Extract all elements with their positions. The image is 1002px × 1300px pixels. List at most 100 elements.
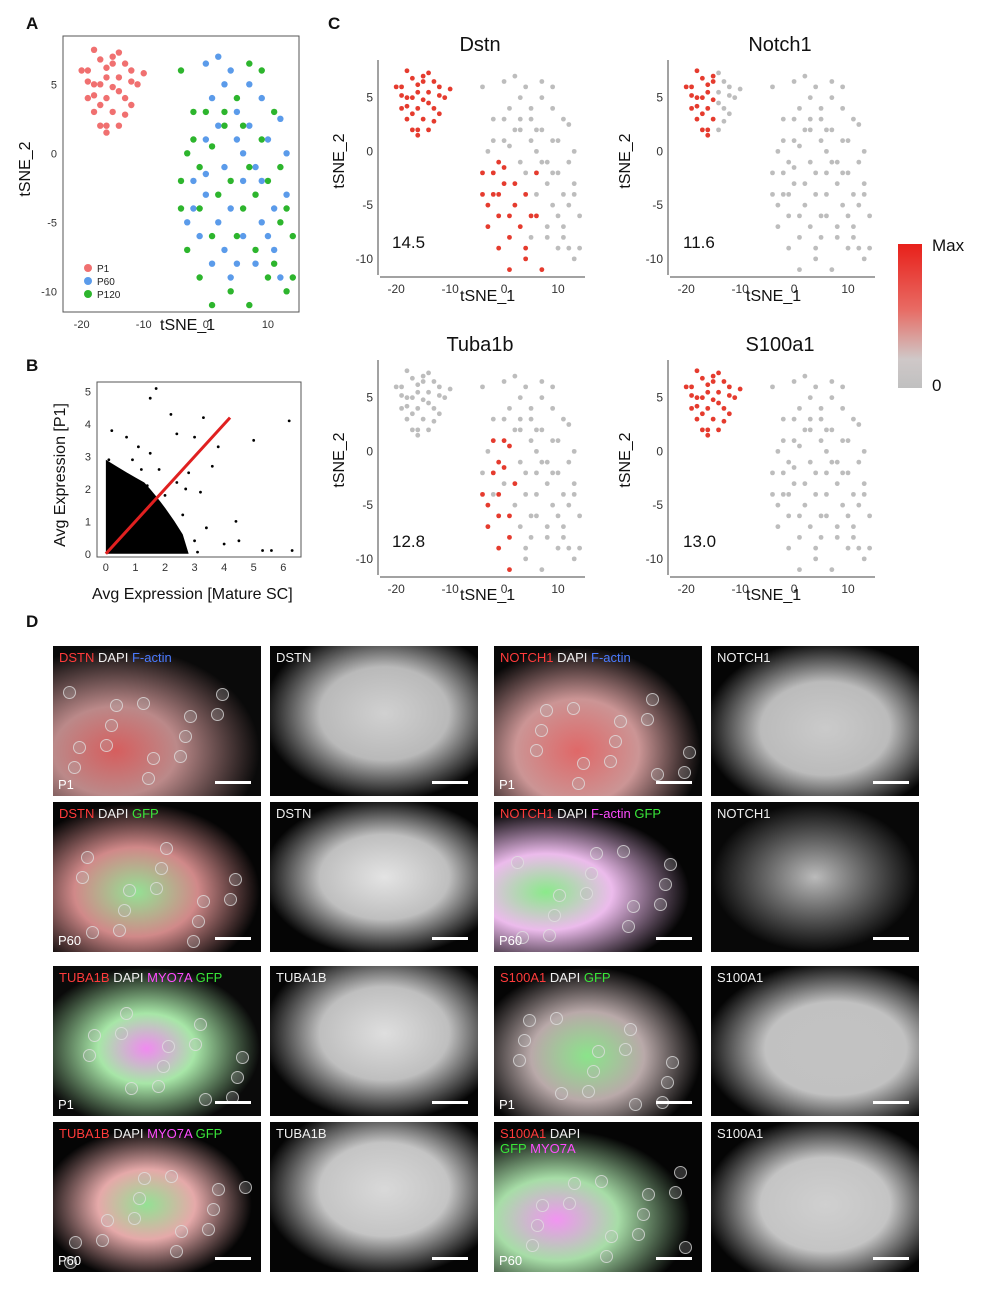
data-point <box>193 435 196 439</box>
expression-point <box>496 459 502 465</box>
data-point-p60 <box>233 108 241 116</box>
nucleus <box>535 724 548 737</box>
data-point-p120 <box>283 288 290 295</box>
expression-point <box>813 470 819 476</box>
data-point-p60 <box>202 60 210 67</box>
channel-label-part: GFP <box>500 1141 531 1156</box>
channel-label-part: DAPI <box>553 650 592 665</box>
nucleus <box>197 895 210 908</box>
nucleus <box>211 708 224 721</box>
expression-point <box>824 148 829 154</box>
nucleus <box>526 1239 539 1252</box>
channel-label: DSTN <box>276 806 312 821</box>
nucleus <box>590 847 603 860</box>
data-point <box>234 519 238 523</box>
expression-point <box>813 556 819 562</box>
expression-point <box>710 97 716 103</box>
expression-point <box>528 116 534 122</box>
expression-point <box>851 116 856 122</box>
channel-label: S100A1 <box>717 970 764 985</box>
data-point-p120 <box>233 232 241 240</box>
nucleus <box>567 702 580 715</box>
expression-point <box>550 384 556 390</box>
expression-point <box>834 159 840 165</box>
expression-point <box>544 459 550 465</box>
expression-point <box>705 432 711 438</box>
expression-point <box>829 567 835 573</box>
x-tick-label: -10 <box>731 282 749 296</box>
expression-point <box>420 97 426 103</box>
expression-point <box>699 427 705 433</box>
x-tick-label: -20 <box>678 582 696 596</box>
expression-point <box>485 148 491 154</box>
expression-point <box>480 384 485 390</box>
expression-point <box>426 89 431 95</box>
expression-point <box>561 224 566 230</box>
expression-point <box>780 416 786 422</box>
data-point-p60 <box>264 232 272 240</box>
single-channel-micrograph-tuba1b-p60: TUBA1B <box>270 1122 478 1272</box>
channel-label-part: DAPI <box>109 970 148 985</box>
data-point-p1 <box>90 81 98 88</box>
expression-point <box>775 524 781 530</box>
data-point-p120 <box>264 177 272 185</box>
nucleus <box>194 1018 207 1031</box>
nucleus <box>622 920 635 933</box>
data-point-p120 <box>258 67 265 74</box>
expression-point <box>517 459 523 465</box>
expression-point <box>737 386 743 392</box>
nucleus <box>572 777 585 790</box>
nucleus <box>511 856 524 869</box>
expression-point <box>716 400 721 406</box>
data-point-p120 <box>208 232 216 240</box>
data-point-p60 <box>202 170 210 178</box>
y-tick-label: 0 <box>366 444 373 458</box>
expression-point <box>523 470 529 476</box>
data-point-p120 <box>184 246 191 254</box>
data-point-p60 <box>190 177 197 185</box>
expression-point <box>867 513 873 519</box>
expression-point <box>555 513 561 519</box>
nucleus <box>165 1170 178 1183</box>
data-point <box>145 484 149 488</box>
expression-point <box>490 438 496 444</box>
x-tick-label: 0 <box>103 562 109 574</box>
expression-point <box>404 116 410 122</box>
expression-point <box>539 127 545 133</box>
nucleus <box>231 1071 244 1084</box>
expression-point <box>442 395 448 401</box>
expression-point <box>507 405 512 411</box>
nucleus <box>162 1040 175 1053</box>
expression-point <box>791 116 797 122</box>
expression-point <box>523 256 529 262</box>
x-tick-label: 10 <box>551 582 565 596</box>
expression-point <box>710 397 716 403</box>
expression-point <box>851 191 856 197</box>
expression-point <box>415 105 421 111</box>
nucleus <box>187 935 200 948</box>
expression-point <box>523 545 529 551</box>
data-point <box>148 396 152 400</box>
data-point-p1 <box>109 108 116 116</box>
nucleus <box>113 924 126 937</box>
x-tick-label: -10 <box>441 282 459 296</box>
expression-point <box>834 181 840 187</box>
x-tick-label: 0 <box>791 282 798 296</box>
expression-point <box>797 443 802 449</box>
data-point-p60 <box>215 122 222 129</box>
expression-point <box>409 411 415 417</box>
channel-label-part: GFP <box>131 806 159 821</box>
channel-label: NOTCH1 <box>717 806 771 821</box>
data-point-p120 <box>252 246 259 254</box>
nucleus <box>641 713 654 726</box>
data-point-p1 <box>121 60 129 67</box>
gene-title-tuba1b: Tuba1b <box>446 334 514 356</box>
y-tick-label: 3 <box>85 452 91 464</box>
expression-point <box>550 84 556 90</box>
nucleus <box>147 752 160 765</box>
expression-point <box>409 395 415 401</box>
nucleus <box>160 842 173 855</box>
expression-point <box>807 524 813 530</box>
y-tick-label: 2 <box>85 484 91 496</box>
data-point-p120 <box>258 136 265 143</box>
